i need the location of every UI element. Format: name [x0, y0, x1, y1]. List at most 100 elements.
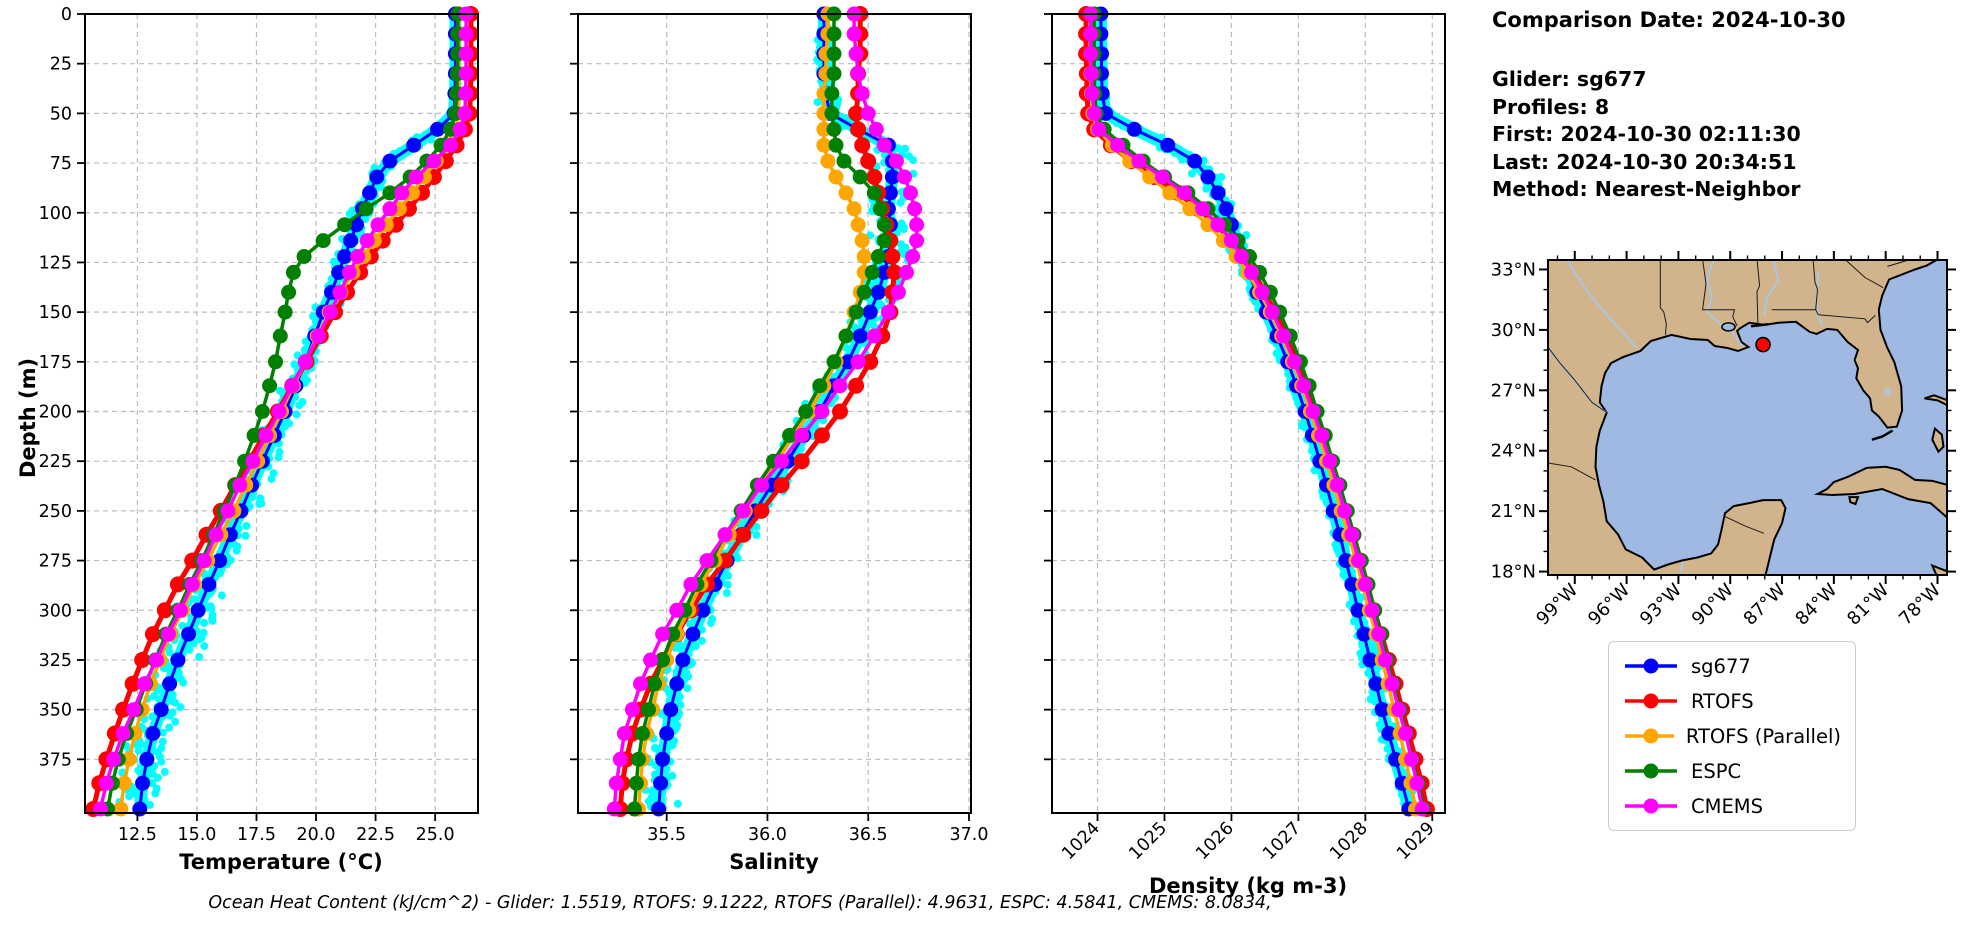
data-point — [201, 576, 217, 592]
series-cmems — [1083, 6, 1430, 817]
data-point — [160, 626, 176, 642]
data-point — [888, 153, 904, 169]
data-point — [341, 264, 357, 280]
data-point — [820, 153, 836, 169]
data-point — [132, 801, 148, 817]
data-point — [848, 105, 865, 122]
data-point — [826, 46, 842, 62]
map-lat-label: 24°N — [1491, 441, 1536, 462]
series-cmems — [93, 6, 474, 817]
data-point — [98, 775, 114, 791]
depth-tick-label: 125 — [39, 253, 72, 273]
x-tick-label: 17.5 — [237, 825, 276, 845]
data-point — [332, 284, 348, 300]
map-border-mx_state — [1548, 462, 1596, 481]
x-tick-label: 36.0 — [748, 825, 787, 845]
data-point — [1195, 201, 1211, 217]
data-point — [458, 66, 474, 82]
legend-swatch — [1625, 658, 1677, 674]
data-point — [852, 169, 868, 185]
depth-tick-label: 200 — [39, 403, 72, 423]
data-point — [907, 201, 923, 217]
data-point — [612, 751, 628, 767]
x-tick-label: 1025 — [1125, 818, 1171, 864]
data-point — [735, 503, 751, 519]
x-tick-label: 36.5 — [849, 825, 888, 845]
data-point — [443, 137, 459, 153]
data-point — [1314, 427, 1330, 443]
data-point — [1084, 86, 1100, 101]
data-point — [864, 264, 880, 280]
map-land-cuba — [1813, 465, 1947, 519]
map-lon-label: 78°W — [1895, 580, 1945, 630]
data-point — [633, 676, 648, 692]
data-point — [876, 217, 892, 233]
data-point — [812, 378, 828, 394]
data-point — [343, 233, 359, 249]
legend-item-rtofs: RTOFS — [1623, 689, 1841, 713]
depth-tick-label: 100 — [39, 204, 72, 224]
x-tick-label: 12.5 — [118, 825, 157, 845]
data-point — [866, 328, 882, 344]
data-point — [1414, 801, 1430, 817]
data-point — [832, 403, 848, 420]
data-point — [1350, 602, 1366, 618]
data-point — [884, 169, 900, 185]
data-point — [836, 153, 852, 169]
data-point — [139, 751, 155, 767]
data-point — [172, 602, 188, 618]
data-point — [137, 676, 152, 692]
x-tick-label: 20.0 — [297, 825, 336, 845]
data-point — [683, 576, 699, 592]
data-point — [856, 284, 872, 300]
data-point — [1329, 477, 1345, 493]
data-point — [641, 702, 656, 718]
map-land-isla_juventud — [1848, 496, 1860, 506]
data-point — [628, 775, 644, 791]
depth-tick-label: 300 — [39, 601, 72, 621]
comparison-info-block: Comparison Date: 2024-10-30 Glider: sg67… — [1492, 8, 1846, 204]
data-point — [852, 328, 868, 344]
data-point — [220, 503, 236, 519]
data-point — [850, 66, 866, 82]
data-point — [394, 185, 410, 201]
data-point — [1362, 652, 1378, 668]
data-point — [850, 217, 866, 233]
data-point — [826, 66, 842, 82]
data-point — [310, 328, 326, 344]
data-point — [149, 652, 164, 668]
data-point — [106, 751, 122, 767]
data-point — [121, 751, 137, 767]
data-point — [1296, 378, 1312, 394]
data-point — [655, 626, 671, 642]
data-point — [1374, 702, 1390, 718]
data-point — [870, 249, 886, 264]
data-point — [1371, 626, 1387, 642]
data-point — [196, 553, 212, 569]
data-point — [862, 304, 878, 320]
gridlines — [578, 14, 971, 813]
data-point — [284, 378, 300, 394]
data-point — [828, 137, 844, 153]
depth-tick-label: 375 — [39, 750, 72, 770]
map-lat-label: 27°N — [1491, 380, 1536, 401]
data-point — [1368, 676, 1384, 692]
map-lon-label: 87°W — [1740, 580, 1790, 630]
data-point — [866, 185, 882, 201]
data-point — [145, 726, 161, 741]
map-river-chattahoochee — [1815, 271, 1823, 327]
data-point — [126, 702, 142, 718]
map-lon-label: 90°W — [1688, 580, 1738, 630]
data-point — [794, 427, 810, 443]
data-point — [116, 775, 132, 791]
data-point — [1391, 702, 1407, 718]
data-point — [1200, 169, 1216, 185]
data-point — [1364, 602, 1380, 618]
info-line-profiles: Profiles: 8 — [1492, 94, 1610, 119]
map-border-la_ms — [1702, 260, 1738, 327]
map-river-mississippi — [1705, 260, 1744, 347]
map-lon-label: 93°W — [1636, 580, 1686, 630]
data-point — [669, 676, 685, 692]
temperature-panel: 12.5 15.0 17.5 20.0 22.5 25.0 0 25 50 75 100 125 150… — [39, 5, 479, 845]
